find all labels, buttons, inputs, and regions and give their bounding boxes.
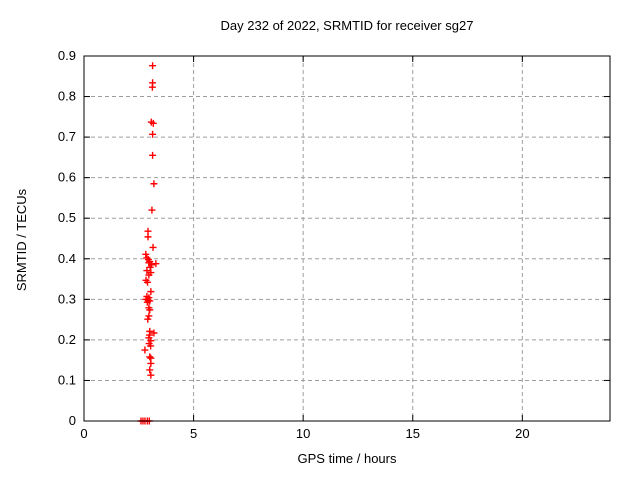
data-point <box>149 151 157 159</box>
y-tick-label: 0.1 <box>58 372 76 387</box>
data-point <box>143 292 151 300</box>
data-point <box>147 371 155 379</box>
data-point <box>150 329 158 337</box>
y-tick-label: 0.4 <box>58 251 76 266</box>
data-point <box>144 315 152 323</box>
data-point <box>146 353 154 361</box>
x-tick-label: 5 <box>190 426 197 441</box>
data-point <box>146 327 154 335</box>
data-point <box>147 288 155 296</box>
data-point <box>149 130 157 138</box>
x-tick-label: 15 <box>406 426 420 441</box>
y-tick-label: 0.7 <box>58 129 76 144</box>
data-point <box>145 304 153 312</box>
data-point <box>149 79 157 87</box>
y-tick-label: 0.8 <box>58 89 76 104</box>
data-point <box>147 354 155 362</box>
data-point <box>148 206 156 214</box>
chart-title: Day 232 of 2022, SRMTID for receiver sg2… <box>220 18 474 33</box>
y-tick-label: 0.6 <box>58 170 76 185</box>
data-point <box>146 366 154 374</box>
data-point <box>144 227 152 235</box>
data-point <box>149 119 157 127</box>
data-point <box>144 278 152 286</box>
x-tick-label: 20 <box>515 426 529 441</box>
data-point <box>143 267 151 275</box>
data-point <box>150 180 158 188</box>
data-point <box>149 62 157 70</box>
data-point <box>143 254 151 262</box>
data-point <box>149 243 157 251</box>
data-point <box>145 312 153 320</box>
data-point <box>142 250 150 258</box>
data-point <box>152 260 160 268</box>
data-point <box>146 297 154 305</box>
y-tick-label: 0.5 <box>58 210 76 225</box>
x-tick-label: 10 <box>296 426 310 441</box>
data-point <box>141 346 149 354</box>
y-tick-label: 0.9 <box>58 48 76 63</box>
data-point <box>144 256 152 264</box>
y-tick-label: 0 <box>69 413 76 428</box>
x-axis-title: GPS time / hours <box>297 451 397 466</box>
y-tick-label: 0.3 <box>58 291 76 306</box>
plot-border <box>83 55 611 422</box>
y-tick-label: 0.2 <box>58 332 76 347</box>
x-tick-label: 0 <box>80 426 87 441</box>
